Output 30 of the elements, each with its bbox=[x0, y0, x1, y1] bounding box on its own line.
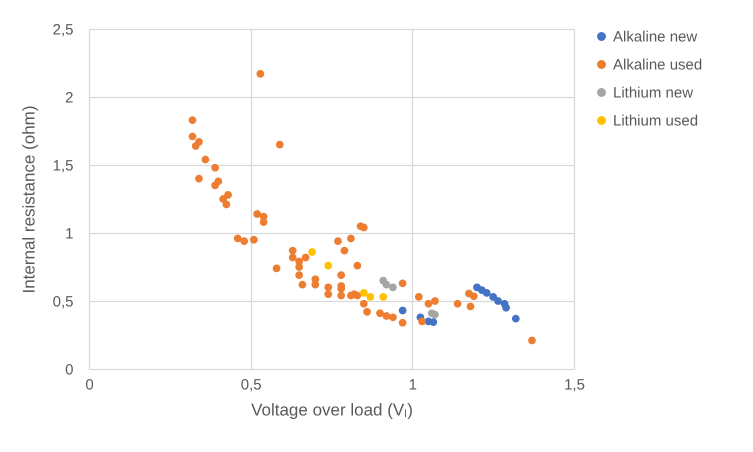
x-tick-label: 1 bbox=[408, 376, 418, 394]
point bbox=[366, 293, 374, 301]
y-tick-label: 1 bbox=[65, 226, 74, 242]
legend-label: Lithium used bbox=[613, 112, 698, 130]
point bbox=[489, 293, 498, 301]
y-tick-label: 0,5 bbox=[52, 294, 74, 310]
x-tick-label: 1,5 bbox=[564, 376, 585, 394]
y-tick-label: 2 bbox=[65, 90, 74, 106]
x-tick-label: 0,5 bbox=[240, 376, 262, 394]
x-tick-label: 0 bbox=[85, 376, 94, 394]
point bbox=[324, 262, 332, 270]
point bbox=[379, 293, 388, 301]
point bbox=[308, 248, 316, 256]
y-tick-label: 2,5 bbox=[52, 22, 74, 38]
point bbox=[398, 306, 407, 314]
point bbox=[389, 284, 397, 292]
point bbox=[502, 304, 510, 312]
x-axis-title: Voltage over load (Vₗ) bbox=[251, 400, 413, 420]
legend-label: Alkaline new bbox=[613, 28, 698, 46]
y-axis-title: Internal resistance (ohm) bbox=[20, 105, 39, 294]
point bbox=[512, 314, 520, 323]
y-tick-label: 0 bbox=[65, 362, 74, 378]
legend-label: Alkaline used bbox=[613, 56, 702, 74]
point bbox=[494, 297, 502, 305]
point bbox=[360, 288, 368, 297]
point bbox=[431, 310, 439, 318]
y-tick-label: 1,5 bbox=[52, 158, 74, 174]
legend-label: Lithium new bbox=[613, 84, 694, 102]
point bbox=[382, 280, 390, 289]
point bbox=[482, 288, 491, 297]
